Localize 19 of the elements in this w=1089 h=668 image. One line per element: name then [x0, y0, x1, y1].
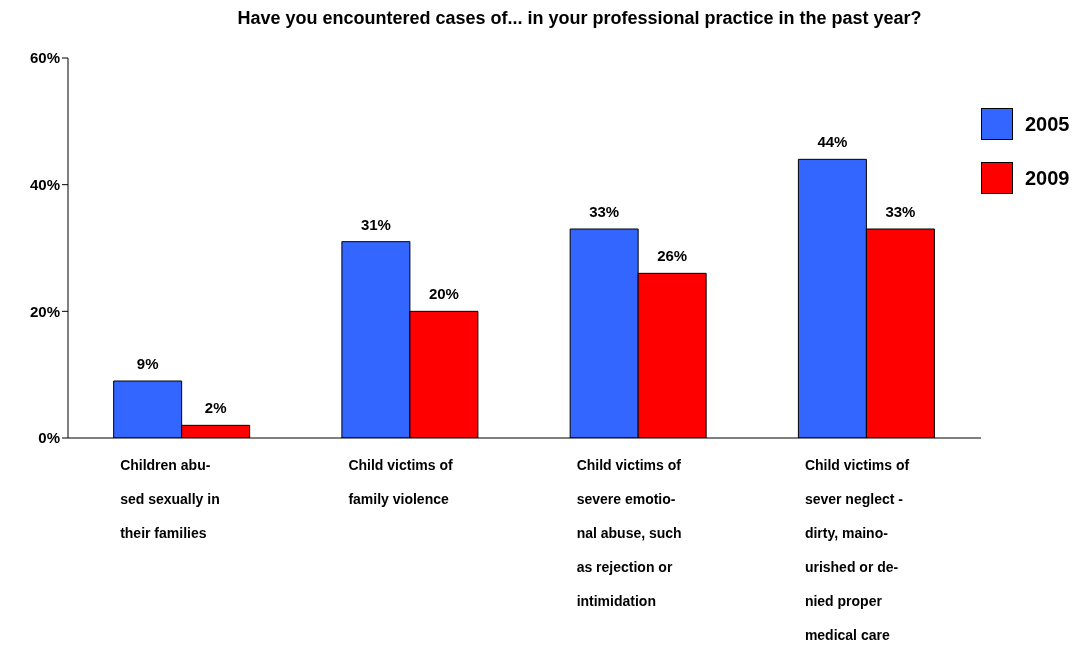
- data-label: 33%: [885, 203, 916, 220]
- data-label: 2%: [204, 399, 227, 417]
- data-label: 26%: [657, 247, 688, 265]
- y-tick-label: 40%: [29, 175, 60, 193]
- data-label: 20%: [428, 285, 459, 303]
- y-tick-label: 60%: [29, 49, 60, 67]
- category-label: Child victims of family violence: [348, 457, 453, 507]
- chart-title: Have you encountered cases of... in your professional practice in the past year?: [236, 8, 923, 30]
- data-label: 44%: [817, 133, 848, 151]
- y-tick-label: 20%: [29, 302, 60, 320]
- category-label: Child victims of severe emotio- nal abuse, such as rejection or intimidation: [576, 457, 682, 609]
- legend-label: 2005: [1025, 112, 1070, 136]
- category-label: Child victims of sever neglect - dirty, maino- urished or de- nied proper medical care: [804, 457, 910, 643]
- data-label: 31%: [360, 215, 391, 233]
- data-label: 9%: [136, 355, 159, 372]
- legend-label: 2009: [1025, 166, 1070, 190]
- y-tick-label: 0%: [38, 429, 60, 447]
- category-label: Children abu- sed sexually in their families: [120, 457, 220, 541]
- data-label: 33%: [589, 203, 620, 220]
